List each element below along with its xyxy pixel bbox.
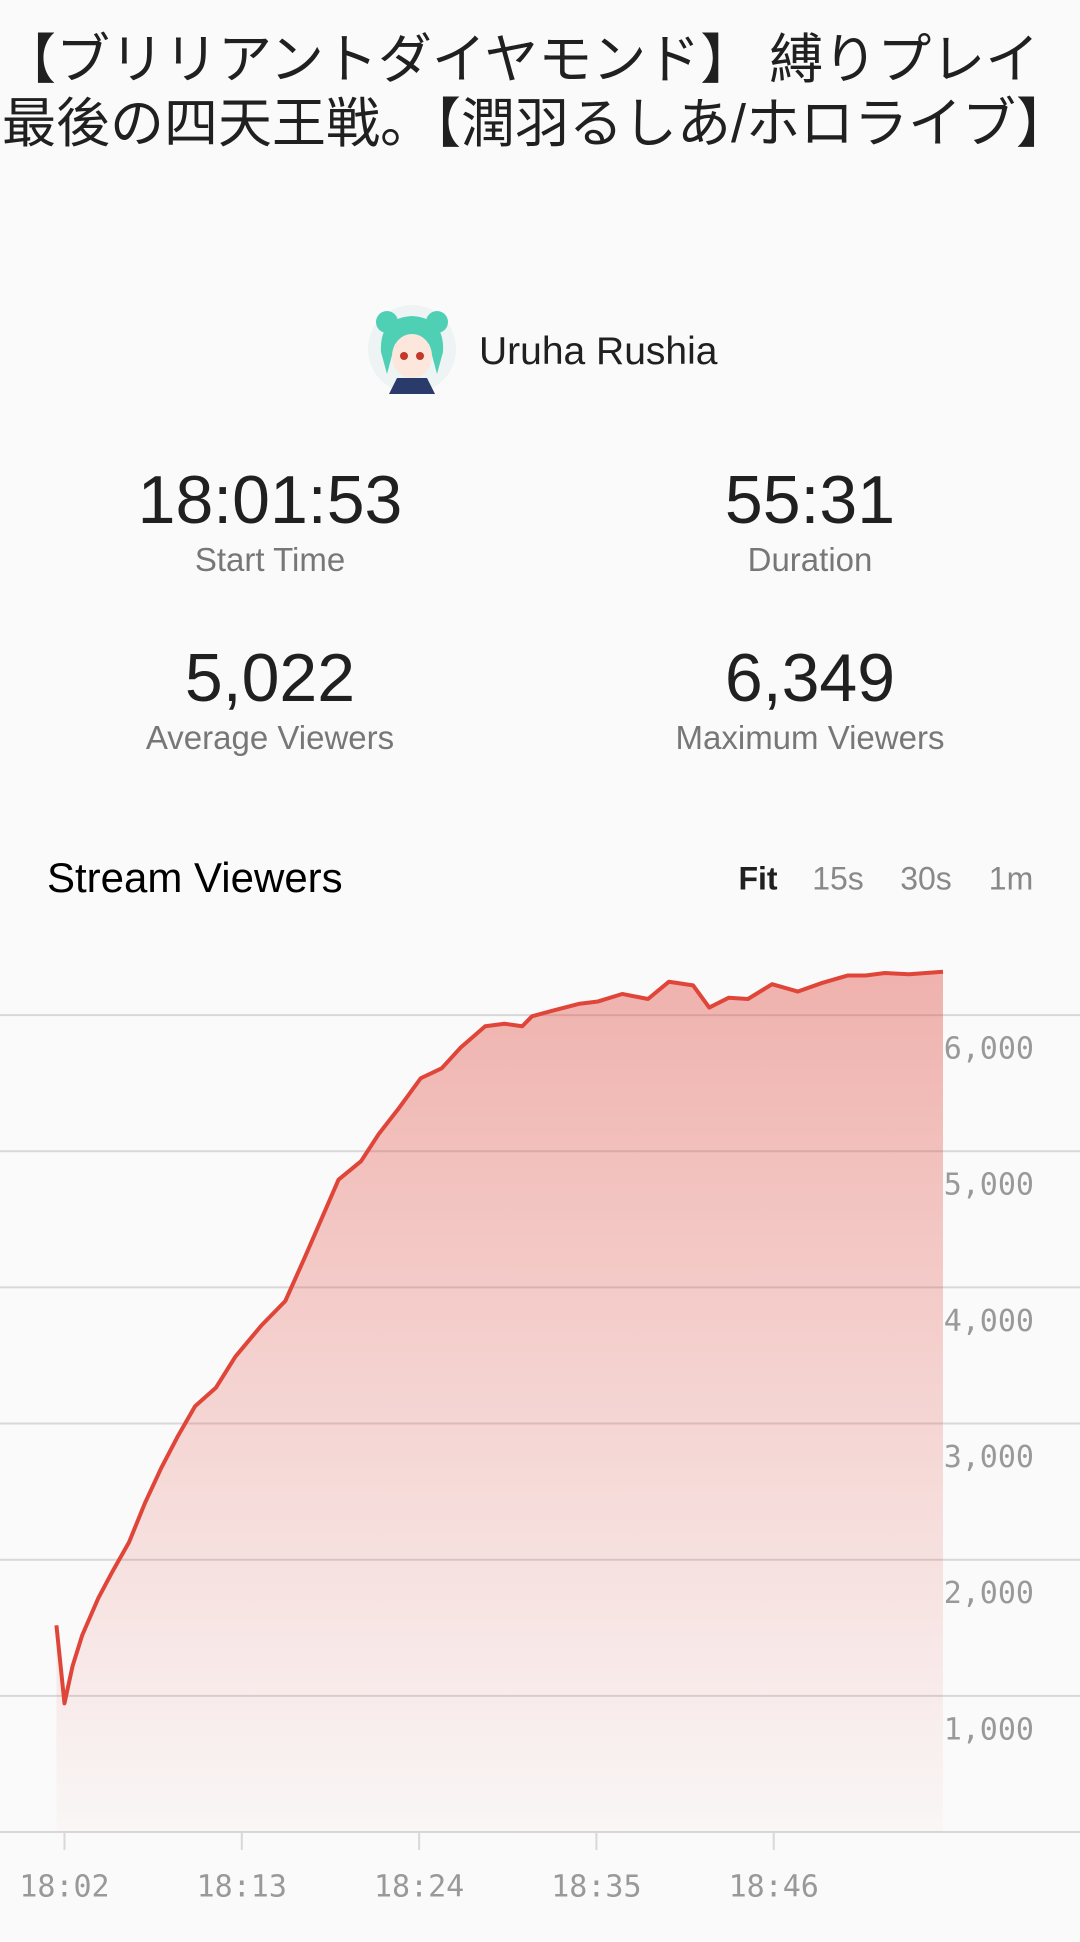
stat-label: Start Time <box>194 541 346 578</box>
x-tick-label: 18:13 <box>197 1870 287 1905</box>
channel[interactable]: Uruha Rushia <box>0 304 1080 394</box>
range-button[interactable]: 30s <box>900 860 952 896</box>
y-tick-label: 3,000 <box>944 1440 1034 1475</box>
x-tick-label: 18:46 <box>729 1870 819 1905</box>
stat-value: 5,022 <box>184 640 356 716</box>
stat: 55:31 Duration <box>540 460 1080 580</box>
x-tick-label: 18:24 <box>374 1870 464 1905</box>
stat-value: 55:31 <box>724 462 896 538</box>
stat: 6,349 Maximum Viewers <box>540 638 1080 758</box>
stat-label: Maximum Viewers <box>675 719 945 756</box>
stat-label: Average Viewers <box>145 719 395 756</box>
y-tick-label: 5,000 <box>944 1168 1034 1203</box>
stat-value: 18:01:53 <box>137 462 403 538</box>
channel-name: Uruha Rushia <box>479 330 718 373</box>
x-tick-label: 18:02 <box>19 1870 109 1905</box>
range-button[interactable]: 15s <box>812 860 864 896</box>
area-fill <box>56 971 943 1832</box>
line <box>54 969 944 1706</box>
y-tick-label: 1,000 <box>944 1712 1034 1747</box>
range-button[interactable]: 1m <box>989 860 1033 896</box>
stat: 18:01:53 Start Time <box>0 460 540 580</box>
range-button[interactable]: Fit <box>738 860 777 896</box>
y-tick-label: 6,000 <box>944 1032 1034 1067</box>
y-tick-label: 4,000 <box>944 1304 1034 1339</box>
x-tick-label: 18:35 <box>551 1870 641 1905</box>
chart-title: Stream Viewers <box>47 854 343 901</box>
avatar <box>368 305 456 394</box>
y-tick-label: 2,000 <box>944 1576 1034 1611</box>
stat: 5,022 Average Viewers <box>0 638 540 758</box>
video-title: 【ブリリアントダイヤモンド】 縛りプレイ最後の四天王戦。【潤羽るしあ/ホロライブ… <box>2 30 1071 154</box>
chart: Stream Viewers Fit 15s 30s 1m 1,000 2,000 3,00… <box>0 854 1080 1905</box>
stat-value: 6,349 <box>724 640 896 716</box>
stat-label: Duration <box>747 541 873 578</box>
